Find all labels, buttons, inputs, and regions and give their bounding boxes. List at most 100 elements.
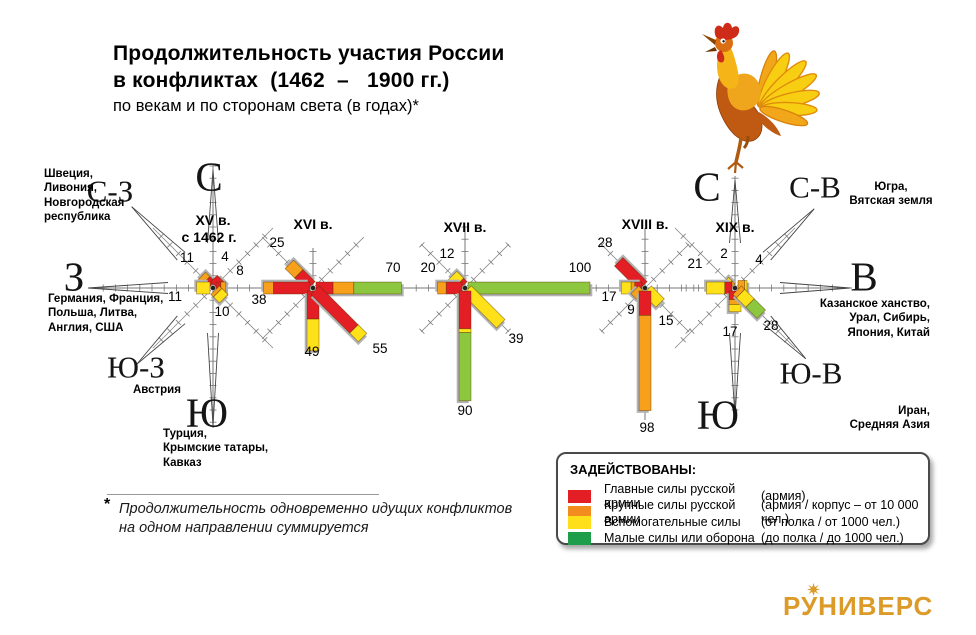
legend-row: Вспомогательные силы (от полка / от 1000…	[558, 514, 928, 530]
axes-XV в.	[87, 165, 274, 428]
bar-value-label: 28	[597, 235, 612, 250]
bar-value-label: 2	[720, 246, 728, 261]
bar-value-label: 98	[639, 420, 654, 435]
bar-value-label: 20	[420, 260, 435, 275]
compass-north-right: С	[693, 163, 721, 210]
page-title-line2: в конфликтах (1462 – 1900 гг.)	[113, 69, 450, 92]
compass-southwest: Ю-З	[107, 349, 165, 385]
compass-center-dot	[642, 285, 648, 291]
bar-XVв.-W	[194, 279, 211, 295]
footnote-text: Продолжительность одновременно идущих ко…	[119, 501, 513, 537]
bar-XVIIIв.-S	[636, 290, 652, 413]
logo-text: РУНИВЕРС	[783, 591, 934, 621]
compass-north-left: С	[195, 153, 223, 200]
bar-XVIIв.-E	[467, 281, 593, 297]
century-title: XVII в.	[443, 219, 487, 235]
bar-value-label: 10	[214, 304, 229, 319]
compass-northeast: С-В	[789, 169, 841, 205]
century-title: XV в.	[195, 212, 231, 228]
compass-center-dot	[462, 285, 468, 291]
rooster-leg	[734, 137, 743, 163]
compass-south-left: Ю	[185, 389, 229, 436]
logo-star-icon	[807, 583, 820, 596]
bar-XVIв.-SE	[310, 285, 368, 346]
legend-swatch-main-forces	[568, 489, 591, 503]
compass-center-dot	[210, 285, 216, 291]
rooster-underfeather	[757, 112, 781, 136]
bar-value-label: 38	[251, 292, 266, 307]
footnote-asterisk: *	[104, 496, 111, 513]
legend-detail: (от полка / от 1000 чел.)	[761, 515, 901, 529]
compass-south-right: Ю	[696, 391, 740, 438]
rooster-tail	[756, 50, 820, 127]
bar-XVIIв.-S	[456, 290, 472, 404]
rooster-beak-lower	[705, 47, 717, 52]
bar-value-label: 100	[569, 260, 592, 275]
bar-XVIIв.-W	[435, 279, 463, 295]
bar-value-label: 12	[439, 246, 454, 261]
bar-XVв.-SE	[210, 285, 229, 307]
bar-value-label: 4	[755, 252, 763, 267]
regions-west: Германия, Франция, Польша, Литва, Англия…	[48, 293, 164, 334]
legend-swatch-large-forces	[568, 505, 591, 519]
legend-row: Крупные силы русской армии (армия / корп…	[558, 498, 928, 526]
legend-row: Малые силы или оборона (до полка / до 10…	[558, 530, 928, 546]
legend-detail: (армия / корпус – от 10 000 чел.)	[761, 498, 919, 526]
legend-label: Вспомогательные силы	[604, 515, 741, 529]
rooster-foot	[727, 161, 744, 174]
rooster-leg-tucked	[742, 135, 750, 150]
compass-southeast: Ю-В	[779, 355, 843, 391]
legend-label: Главные силы русской армии	[604, 482, 736, 510]
bar-value-label: 70	[385, 260, 400, 275]
legend: ЗАДЕЙСТВОВАНЫ: Главные силы русской арми…	[556, 452, 930, 545]
bar-value-label: 9	[627, 302, 635, 317]
page-title-line1: Продолжительность участия России	[113, 42, 505, 65]
rooster-beak-upper	[702, 34, 716, 45]
bar-value-label: 15	[658, 313, 673, 328]
century-title: XVI в.	[293, 216, 333, 232]
bar-value-label: 28	[763, 318, 778, 333]
rooster-comb	[714, 22, 740, 40]
bar-XVIв.-W	[261, 279, 311, 295]
century-subtitle: с 1462 г.	[181, 229, 237, 245]
bar-value-label: 4	[221, 249, 229, 264]
legend-detail: (до полка / до 1000 чел.)	[761, 531, 904, 545]
bar-value-label: 11	[168, 289, 182, 304]
bar-value-label: 17	[722, 324, 737, 339]
compass-center-dot	[732, 285, 738, 291]
bar-XVIв.-S	[304, 290, 320, 354]
rooster-weathervane-illustration	[702, 22, 820, 174]
legend-row: Главные силы русской армии (армия)	[558, 482, 928, 510]
regions-southwest: Австрия	[133, 384, 181, 396]
bar-value-label: 17	[601, 289, 616, 304]
page-subtitle: по векам и по сторонам света (в годах)*	[113, 97, 419, 115]
bar-XVIIв.-SE	[462, 285, 506, 332]
bar-value-label: 39	[508, 331, 523, 346]
rooster-pupil	[722, 40, 725, 43]
legend-swatch-small-forces	[568, 531, 591, 545]
bar-value-label: 25	[269, 235, 284, 250]
footnote-divider	[107, 494, 379, 495]
regions-northeast: Югра, Вятская земля	[849, 181, 933, 208]
century-title: XVIII в.	[621, 216, 669, 232]
legend-title: ЗАДЕЙСТВОВАНЫ:	[570, 462, 697, 477]
legend-label: Крупные силы русской армии	[604, 498, 736, 526]
compass-east: В	[850, 253, 878, 300]
bar-value-label: 21	[687, 256, 702, 271]
century-title: XIX в.	[715, 219, 755, 235]
bar-value-label: 8	[236, 263, 244, 278]
regions-south: Турция, Крымские татары, Кавказ	[163, 428, 269, 469]
legend-label: Малые силы или оборона	[604, 531, 755, 545]
compass-northwest: С-З	[86, 173, 134, 209]
compass-center-dot	[310, 285, 316, 291]
bar-XIXв.-SE	[732, 285, 767, 322]
bar-value-label: 49	[304, 344, 319, 359]
legend-detail: (армия)	[761, 489, 806, 503]
bar-value-label: 11	[180, 250, 194, 265]
regions-southeast: Иран, Средняя Азия	[849, 405, 930, 432]
rooster-wattle	[716, 50, 725, 63]
bar-XIXв.-W	[704, 279, 733, 295]
compass-west: З	[63, 253, 85, 300]
runivers-logo: РУНИВЕРС	[783, 583, 934, 622]
